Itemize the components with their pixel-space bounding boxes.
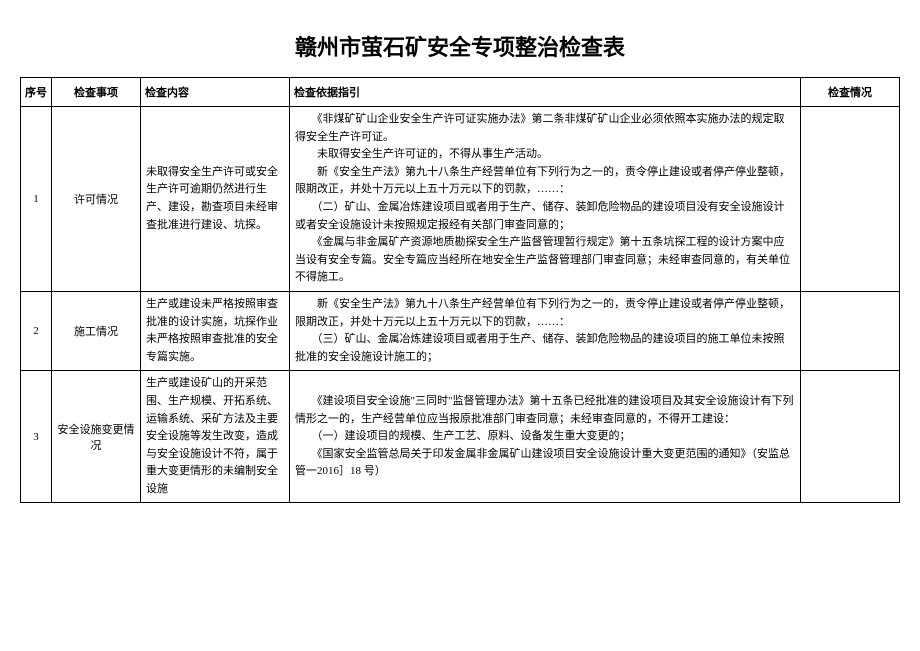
header-status: 检查情况 [801, 78, 900, 107]
header-seq: 序号 [21, 78, 52, 107]
cell-status [801, 291, 900, 370]
cell-seq: 1 [21, 107, 52, 292]
cell-item: 许可情况 [52, 107, 141, 292]
cell-content: 生产或建设矿山的开采范围、生产规模、开拓系统、运输系统、采矿方法及主要安全设施等… [141, 371, 290, 503]
table-row: 2 施工情况 生产或建设未严格按照审查批准的设计实施，坑探作业未严格按照审查批准… [21, 291, 900, 370]
table-header-row: 序号 检查事项 检查内容 检查依据指引 检查情况 [21, 78, 900, 107]
cell-basis: 新《安全生产法》第九十八条生产经营单位有下列行为之一的，责令停止建设或者停产停业… [290, 291, 801, 370]
cell-item: 安全设施变更情况 [52, 371, 141, 503]
cell-content: 生产或建设未严格按照审查批准的设计实施，坑探作业未严格按照审查批准的安全专篇实施… [141, 291, 290, 370]
cell-status [801, 371, 900, 503]
cell-item: 施工情况 [52, 291, 141, 370]
inspection-table: 序号 检查事项 检查内容 检查依据指引 检查情况 1 许可情况 未取得安全生产许… [20, 77, 900, 503]
header-item: 检查事项 [52, 78, 141, 107]
cell-seq: 2 [21, 291, 52, 370]
cell-status [801, 107, 900, 292]
cell-seq: 3 [21, 371, 52, 503]
cell-content: 未取得安全生产许可或安全生产许可逾期仍然进行生产、建设，勘查项目未经审查批准进行… [141, 107, 290, 292]
cell-basis: 《非煤矿矿山企业安全生产许可证实施办法》第二条非煤矿矿山企业必须依照本实施办法的… [290, 107, 801, 292]
header-basis: 检查依据指引 [290, 78, 801, 107]
table-row: 3 安全设施变更情况 生产或建设矿山的开采范围、生产规模、开拓系统、运输系统、采… [21, 371, 900, 503]
cell-basis: 《建设项目安全设施"三同时"监督管理办法》第十五条已经批准的建设项目及其安全设施… [290, 371, 801, 503]
document-title: 赣州市萤石矿安全专项整治检查表 [20, 30, 900, 62]
header-content: 检查内容 [141, 78, 290, 107]
table-row: 1 许可情况 未取得安全生产许可或安全生产许可逾期仍然进行生产、建设，勘查项目未… [21, 107, 900, 292]
